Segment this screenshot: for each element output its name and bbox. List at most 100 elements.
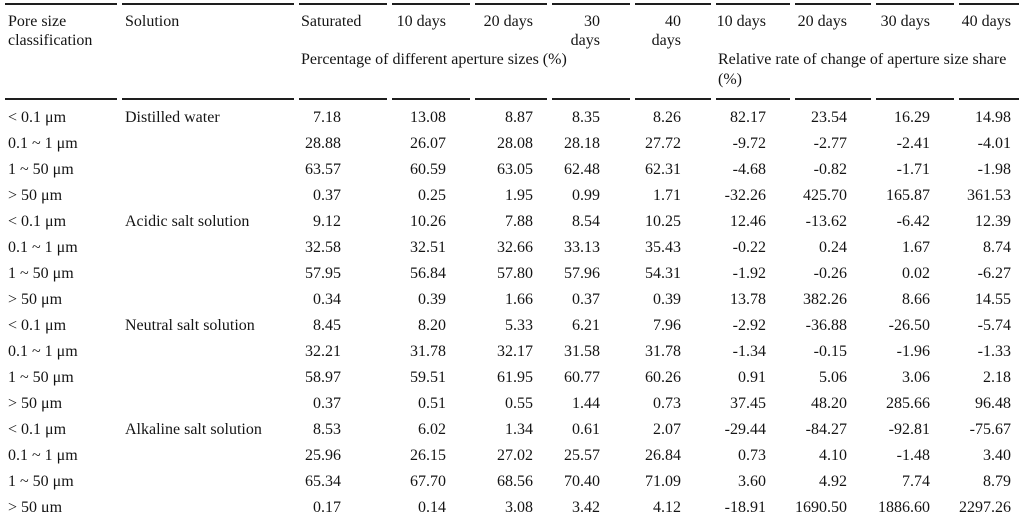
value-cell: 5.33 (505, 317, 533, 334)
value-cell: -1.34 (732, 343, 766, 360)
col-header-solution: Solution (125, 13, 180, 30)
value-cell: 1.34 (505, 421, 533, 438)
value-cell: 8.79 (983, 473, 1011, 490)
value-cell: 425.70 (803, 187, 847, 204)
col-header-rel-20days: 20 days (797, 13, 847, 30)
table-row: > 50 μm 0.37 0.51 0.55 1.44 0.73 37.45 48.20 285… (5, 391, 1019, 417)
rule-segment (122, 3, 294, 5)
value-cell: 27.72 (645, 135, 681, 152)
table-row: < 0.1 μm Distilled water 7.18 13.08 8.87 8.35… (5, 100, 1019, 131)
value-cell: 2.07 (653, 421, 681, 438)
table-row: 0.1 ~ 1 μm 32.58 32.51 32.66 33.13 35.43 -0.22… (5, 235, 1019, 261)
value-cell: 14.98 (975, 109, 1011, 126)
value-cell: 32.51 (410, 239, 446, 256)
value-cell: 13.08 (410, 109, 446, 126)
table-row: 1 ~ 50 μm 57.95 56.84 57.80 57.96 54.31 -1.92 -… (5, 261, 1019, 287)
value-cell: -6.42 (896, 213, 930, 230)
value-cell: 2.18 (983, 369, 1011, 386)
rule-segment (552, 98, 630, 100)
solution-cell (122, 495, 294, 512)
value-cell: 8.54 (572, 213, 600, 230)
value-cell: 0.34 (313, 291, 341, 308)
solution-cell (122, 469, 294, 495)
value-cell: 1.44 (572, 395, 600, 412)
value-cell: 62.31 (645, 161, 681, 178)
col-header-pct-40days: 40 days (651, 13, 681, 49)
value-cell: 0.17 (313, 499, 341, 512)
value-cell: 8.74 (983, 239, 1011, 256)
rule-segment (716, 98, 790, 100)
value-cell: 33.13 (564, 239, 600, 256)
value-cell: 65.34 (305, 473, 341, 490)
rule-segment (795, 98, 871, 100)
value-cell: 12.46 (730, 213, 766, 230)
value-cell: 0.39 (418, 291, 446, 308)
value-cell: -26.50 (888, 317, 930, 334)
value-cell: -1.48 (896, 447, 930, 464)
solution-cell: Neutral salt solution (125, 317, 255, 334)
value-cell: 4.92 (819, 473, 847, 490)
value-cell: 28.88 (305, 135, 341, 152)
table-row: < 0.1 μm Alkaline salt solution 8.53 6.02 1.… (5, 417, 1019, 443)
value-cell: 7.74 (902, 473, 930, 490)
value-cell: 32.66 (497, 239, 533, 256)
col-header-rel-30days: 30 days (880, 13, 930, 30)
rule-segment (795, 3, 871, 5)
rule-segment (5, 98, 117, 100)
value-cell: 57.95 (305, 265, 341, 282)
value-cell: 0.73 (738, 447, 766, 464)
value-cell: 0.91 (738, 369, 766, 386)
value-cell: 0.73 (653, 395, 681, 412)
rule-segment (959, 3, 1019, 5)
table-row: 1 ~ 50 μm 65.34 67.70 68.56 70.40 71.09 3.60 4.… (5, 469, 1019, 495)
rule-segment (475, 98, 547, 100)
value-cell: 7.18 (313, 109, 341, 126)
rule-segment (299, 3, 387, 5)
value-cell: 8.26 (653, 109, 681, 126)
solution-cell (122, 287, 294, 313)
spanner-percentage: Percentage of different aperture sizes (… (301, 51, 567, 68)
value-cell: 61.95 (497, 369, 533, 386)
value-cell: 48.20 (811, 395, 847, 412)
value-cell: 62.48 (564, 161, 600, 178)
value-cell: 57.80 (497, 265, 533, 282)
col-header-pore-size: Pore size classification (8, 13, 93, 49)
value-cell: 63.57 (305, 161, 341, 178)
value-cell: 382.26 (803, 291, 847, 308)
pore-size-cell: 0.1 ~ 1 μm (8, 343, 78, 360)
pore-size-cell: 1 ~ 50 μm (8, 161, 74, 178)
value-cell: -1.96 (896, 343, 930, 360)
col-header-rel-40days: 40 days (961, 13, 1011, 30)
value-cell: 0.51 (418, 395, 446, 412)
value-cell: -2.41 (896, 135, 930, 152)
col-header-rel-10days: 10 days (716, 13, 766, 30)
value-cell: 63.05 (497, 161, 533, 178)
solution-cell (122, 131, 294, 157)
pore-size-cell: < 0.1 μm (8, 317, 67, 334)
value-cell: 10.26 (410, 213, 446, 230)
value-cell: 6.02 (418, 421, 446, 438)
value-cell: 5.06 (819, 369, 847, 386)
value-cell: 0.24 (819, 239, 847, 256)
solution-cell (122, 339, 294, 365)
pore-size-cell: < 0.1 μm (8, 109, 67, 126)
value-cell: 58.97 (305, 369, 341, 386)
value-cell: 57.96 (564, 265, 600, 282)
value-cell: -1.92 (732, 265, 766, 282)
col-header-pct-20days: 20 days (483, 13, 533, 30)
rule-segment (299, 98, 387, 100)
value-cell: 28.18 (564, 135, 600, 152)
value-cell: 0.37 (313, 395, 341, 412)
col-header-pct-30days: 30 days (570, 13, 600, 49)
value-cell: -0.15 (813, 343, 847, 360)
rule-segment (716, 3, 790, 5)
value-cell: 4.10 (819, 447, 847, 464)
value-cell: 3.08 (505, 499, 533, 512)
value-cell: 14.55 (975, 291, 1011, 308)
value-cell: -2.77 (813, 135, 847, 152)
table-row: > 50 μm 0.34 0.39 1.66 0.37 0.39 13.78 382.26 8.… (5, 287, 1019, 313)
value-cell: 26.15 (410, 447, 446, 464)
table-row: 1 ~ 50 μm 58.97 59.51 61.95 60.77 60.26 0.91 5.… (5, 365, 1019, 391)
table-row: > 50 μm 0.17 0.14 3.08 3.42 4.12 -18.91 1690.50… (5, 495, 1019, 512)
value-cell: 23.54 (811, 109, 847, 126)
